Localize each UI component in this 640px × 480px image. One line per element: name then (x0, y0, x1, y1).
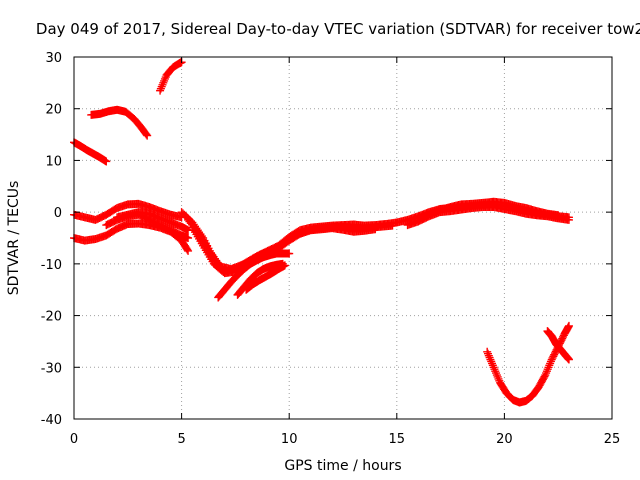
x-tick-label: 25 (604, 432, 621, 447)
y-tick-label: -20 (41, 310, 62, 325)
data-point (491, 367, 500, 376)
data-point (489, 363, 498, 372)
y-tick-label: 0 (54, 206, 62, 221)
y-tick-label: -30 (41, 361, 62, 376)
axis-ticks: 0 5 10 15 20 25 -40 -30 -20 -10 0 10 20 30 (41, 51, 621, 447)
grid-lines (74, 57, 612, 419)
y-axis-label: SDTVAR / TECUs (6, 181, 22, 296)
data-point (564, 215, 573, 224)
data-point (158, 80, 167, 89)
data-point (564, 321, 573, 330)
data-point (492, 371, 501, 380)
x-tick-label: 20 (496, 432, 513, 447)
y-tick-label: -40 (41, 413, 62, 428)
y-tick-label: 10 (45, 154, 62, 169)
data-point (554, 211, 563, 220)
x-tick-label: 0 (70, 432, 78, 447)
series-arc-low-c (242, 261, 289, 294)
data-point (184, 246, 193, 255)
data-point (388, 221, 397, 230)
series-arc-mid-a (70, 199, 186, 224)
data-point (280, 261, 289, 270)
data-point (494, 374, 503, 383)
data-point (285, 249, 294, 258)
data-point (488, 359, 497, 368)
data-point (546, 357, 555, 366)
data-point (483, 347, 492, 356)
series-arc-high-b (87, 105, 152, 140)
data-point (541, 371, 550, 380)
data-point (485, 353, 494, 362)
y-tick-label: -10 (41, 258, 62, 273)
data-point (487, 357, 496, 366)
y-tick-label: 20 (45, 103, 62, 118)
data-point (160, 76, 169, 85)
data-point (490, 365, 499, 374)
series-arc-mid-d (102, 210, 193, 242)
data-point (493, 372, 502, 381)
data-point (545, 361, 554, 370)
data-point (142, 130, 151, 139)
data-point (483, 349, 492, 358)
data-point (157, 82, 166, 91)
data-points (70, 58, 573, 407)
series-arc-low-a (214, 249, 294, 302)
data-point (492, 369, 501, 378)
x-tick-label: 5 (177, 432, 185, 447)
series-arc-plateau-c (414, 197, 563, 223)
x-axis-label: GPS time / hours (284, 458, 401, 474)
series-arc-lower-u (483, 321, 573, 407)
data-point (540, 372, 549, 381)
data-point (160, 74, 169, 83)
data-point (486, 355, 495, 364)
x-tick-label: 10 (281, 432, 298, 447)
data-point (542, 369, 551, 378)
series-arc-lower-x (543, 327, 573, 364)
data-point (159, 78, 168, 87)
data-point (156, 84, 165, 93)
data-point (143, 131, 152, 140)
plot-frame (73, 56, 613, 420)
series-arc-high-a (156, 58, 186, 95)
data-point (544, 363, 553, 372)
data-point (546, 359, 555, 368)
data-point (543, 365, 552, 374)
data-point (484, 351, 493, 360)
y-tick-label: 30 (45, 51, 62, 66)
data-point (156, 86, 165, 95)
data-point (542, 367, 551, 376)
data-point (102, 157, 111, 166)
data-point (564, 355, 573, 364)
data-point (184, 234, 193, 242)
data-point (183, 245, 192, 254)
x-tick-label: 15 (389, 432, 406, 447)
chart-title: Day 049 of 2017, Sidereal Day-to-day VTE… (36, 20, 640, 38)
data-point (488, 361, 497, 370)
data-point (371, 225, 380, 234)
series-arc-high-c (70, 138, 111, 166)
